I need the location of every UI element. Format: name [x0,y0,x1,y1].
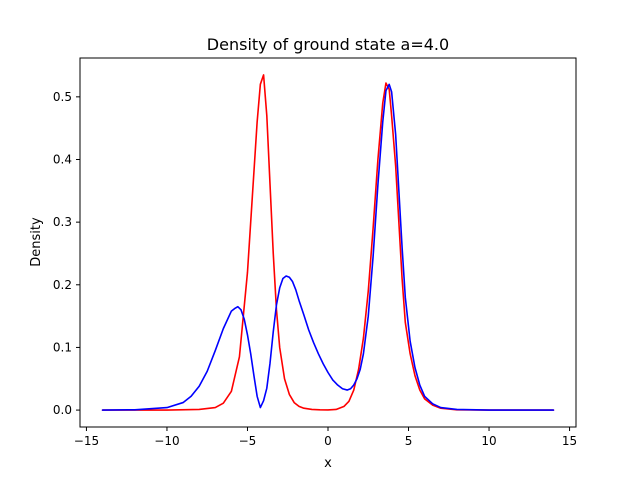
y-tick-label: 0.1 [53,340,72,354]
y-axis: 0.0 0.1 0.2 0.3 0.4 0.5 [53,90,80,417]
x-tick-label: −10 [154,434,179,448]
x-tick-label: 10 [481,434,496,448]
x-tick-label: −5 [239,434,257,448]
y-tick-label: 0.4 [53,152,72,166]
x-tick-label: 5 [405,434,413,448]
y-axis-label: Density [29,217,44,267]
series-line-red [101,74,555,411]
y-tick-label: 0.5 [53,90,72,104]
x-tick-label: 0 [324,434,332,448]
y-tick-label: 0.3 [53,215,72,229]
y-tick-label: 0.2 [53,278,72,292]
x-tick-label: −15 [74,434,99,448]
x-tick-label: 15 [562,434,577,448]
chart-title: Density of ground state a=4.0 [207,35,449,54]
x-axis: −15 −10 −5 0 5 10 15 [74,427,577,448]
x-axis-label: x [324,456,332,471]
series-line-blue [101,83,555,411]
series-layer [101,74,555,411]
y-tick-label: 0.0 [53,403,72,417]
